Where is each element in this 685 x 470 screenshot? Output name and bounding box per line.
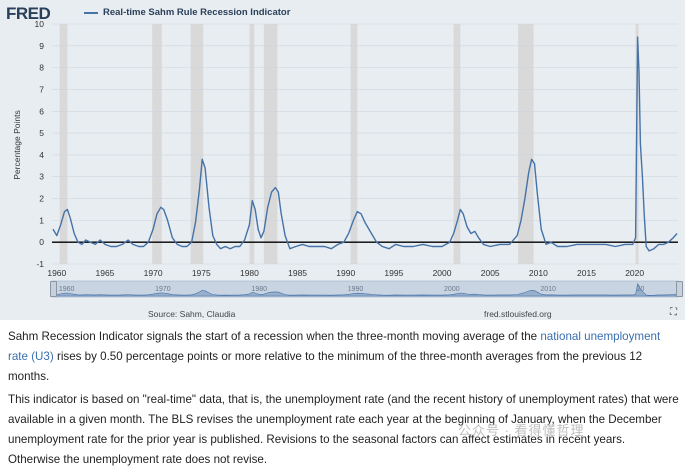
y-tick-label: 6 <box>39 106 44 116</box>
x-tick-label: 1980 <box>240 268 259 278</box>
site-url[interactable]: fred.stlouisfed.org <box>484 309 552 319</box>
x-tick-label: 1975 <box>192 268 211 278</box>
navigator-left-handle[interactable] <box>50 281 57 297</box>
navigator-label: 1980 <box>251 286 267 293</box>
y-tick-label: 8 <box>39 63 44 73</box>
legend-label: Real-time Sahm Rule Recession Indicator <box>103 7 291 18</box>
y-tick-label: 0 <box>39 237 44 247</box>
y-tick-label: 10 <box>35 19 45 29</box>
navigator-label: 2010 <box>540 286 556 293</box>
x-tick-label: 1965 <box>96 268 115 278</box>
x-tick-label: 1995 <box>384 268 403 278</box>
navigator-label: 1960 <box>59 286 75 293</box>
description-paragraph-2: This indicator is based on "real-time" d… <box>8 393 679 466</box>
chart-svg: -1 0 1 2 3 4 5 6 7 8 9 10 1960 1965 1970 1975 1980 1985 1… <box>12 19 679 298</box>
x-tick-label: 1985 <box>288 268 307 278</box>
series-line <box>52 36 678 252</box>
navigator-label: 2000 <box>444 286 460 293</box>
fullscreen-icon[interactable]: ⛶ <box>670 307 677 318</box>
navigator-label: 1990 <box>348 286 364 293</box>
recession-band <box>152 24 162 264</box>
recession-band <box>190 24 204 264</box>
x-tick-label: 2000 <box>433 268 452 278</box>
y-tick-label: 9 <box>39 41 44 51</box>
y-tick-label: -1 <box>36 259 44 269</box>
source-credit: Source: Sahm, Claudia <box>148 309 236 319</box>
y-tick-label: 7 <box>39 84 44 94</box>
recession-band <box>249 24 255 264</box>
y-tick-label: 1 <box>39 215 44 225</box>
navigator-right-handle[interactable] <box>676 281 683 297</box>
navigator-label: 20 <box>637 286 645 293</box>
plot-background <box>52 24 678 264</box>
y-tick-label: 3 <box>39 172 44 182</box>
unemployment-rate-link[interactable]: national unemployment rate (U3) <box>8 330 661 363</box>
x-tick-label: 1960 <box>47 268 66 278</box>
recession-band <box>263 24 278 264</box>
x-tick-label: 2020 <box>625 268 644 278</box>
chart-legend: Real-time Sahm Rule Recession Indicator <box>84 7 290 18</box>
x-tick-label: 2010 <box>529 268 548 278</box>
y-tick-label: 2 <box>39 194 44 204</box>
x-tick-label: 1970 <box>144 268 163 278</box>
desc-p1-end: rises by 0.50 percentage points or more … <box>8 350 643 383</box>
watermark-text: 公众号 · 看得懂哲理 <box>458 423 585 438</box>
y-tick-label: 5 <box>39 128 44 138</box>
recession-band <box>453 24 461 264</box>
chart-panel: -1 0 1 2 3 4 5 6 7 8 9 10 1960 1965 1970 1975 1980 1985 1… <box>0 0 685 320</box>
recession-band <box>59 24 68 264</box>
recession-band <box>518 24 534 264</box>
fred-logo[interactable]: FRED <box>6 4 51 23</box>
legend-swatch <box>84 11 98 14</box>
recession-band <box>350 24 358 264</box>
x-tick-label: 1990 <box>336 268 355 278</box>
y-tick-label: 4 <box>39 150 44 160</box>
description-paragraph-1: Sahm Recession Indicator signals the sta… <box>8 327 680 387</box>
x-tick-label: 2015 <box>577 268 596 278</box>
x-tick-label: 2005 <box>481 268 500 278</box>
navigator-label: 1970 <box>155 286 171 293</box>
y-axis-label: Percentage Points <box>12 110 22 179</box>
desc-p1-start: Sahm Recession Indicator signals the sta… <box>8 330 541 343</box>
navigator-series <box>52 282 678 297</box>
